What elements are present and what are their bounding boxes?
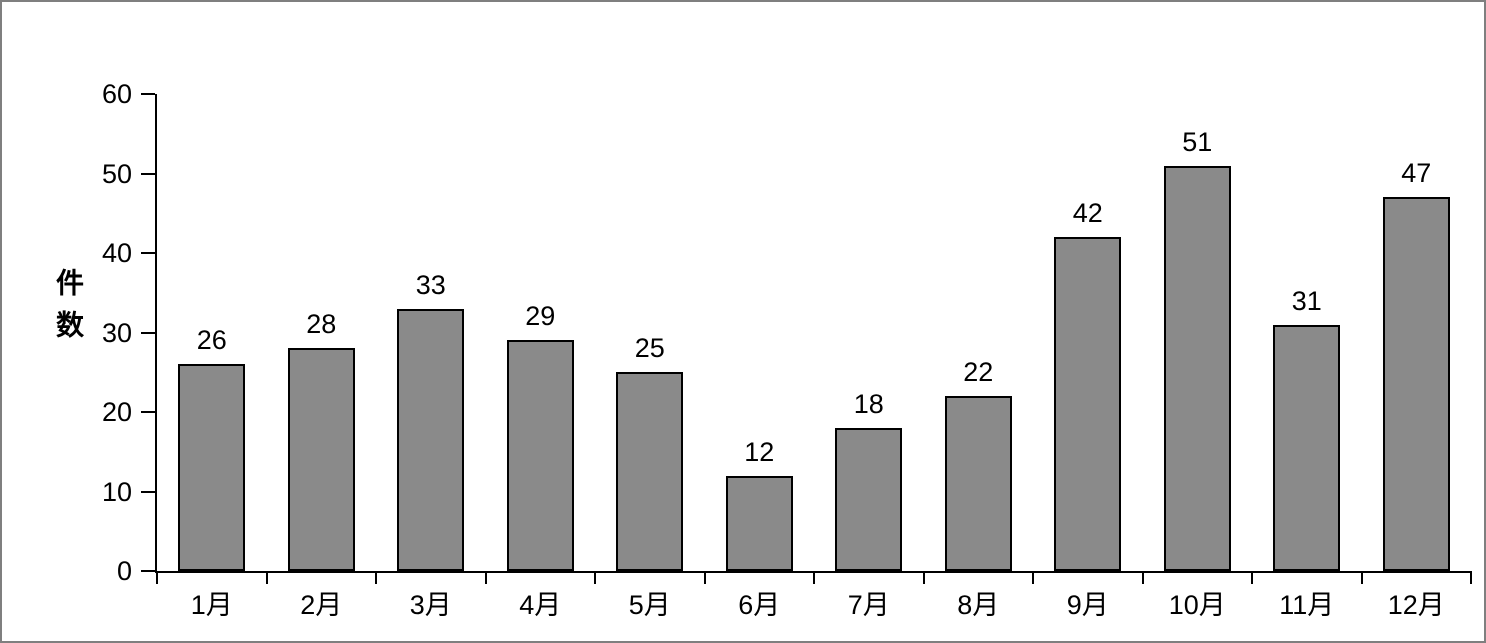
y-axis-tick: [141, 93, 155, 95]
x-tick-label: 11月: [1279, 590, 1335, 620]
bar: [616, 372, 684, 571]
x-axis-tick: [703, 571, 706, 584]
y-axis-line: [155, 94, 157, 573]
y-tick-label: 30: [101, 317, 132, 348]
bar-value-label: 31: [1291, 285, 1322, 316]
y-axis-tick: [141, 172, 155, 175]
bar-value-label: 25: [634, 333, 665, 364]
y-axis-tick: [141, 490, 155, 493]
bar-value-label: 29: [525, 301, 556, 332]
bar: [397, 308, 465, 571]
x-tick-label: 10月: [1168, 590, 1226, 620]
x-tick-label: 6月: [738, 590, 781, 620]
x-axis-tick: [1360, 571, 1363, 584]
y-axis-tick: [141, 252, 155, 254]
bar-value-label: 26: [196, 325, 227, 356]
bar-value-label: 51: [1182, 126, 1213, 157]
y-axis-tick: [141, 331, 155, 334]
bar-value-label: 42: [1072, 198, 1103, 229]
bar: [1273, 324, 1341, 571]
x-tick-label: 2月: [300, 590, 343, 620]
bar: [1054, 237, 1122, 571]
bar: [506, 340, 574, 571]
bar: [725, 475, 793, 571]
x-tick-label: 7月: [847, 590, 890, 620]
y-tick-label: 0: [116, 556, 132, 586]
x-axis-tick: [1251, 571, 1253, 584]
x-tick-label: 8月: [957, 590, 1000, 620]
bar: [1382, 197, 1450, 571]
x-axis-tick: [375, 571, 377, 584]
x-axis-tick: [156, 571, 158, 584]
bar-value-label: 22: [963, 357, 994, 388]
y-axis-tick: [141, 411, 155, 413]
y-axis-title: 件数: [53, 268, 84, 352]
bar-value-label: 18: [853, 388, 884, 419]
y-tick-label: 60: [101, 79, 132, 109]
y-tick-label: 10: [101, 476, 132, 507]
bar: [178, 364, 246, 571]
x-tick-label: 1月: [190, 590, 233, 620]
y-tick-label: 40: [101, 238, 132, 268]
x-tick-label: 5月: [628, 590, 671, 620]
x-tick-label: 12月: [1387, 590, 1445, 620]
bar: [1163, 165, 1231, 571]
bar-value-label: 28: [306, 309, 337, 340]
x-axis-tick: [922, 571, 925, 584]
x-axis-tick: [1141, 571, 1144, 584]
y-axis-tick: [141, 570, 155, 572]
bar: [835, 427, 903, 571]
x-axis-tick: [265, 571, 268, 584]
x-tick-label: 3月: [409, 590, 452, 620]
x-tick-label: 9月: [1066, 590, 1109, 620]
x-axis-tick: [484, 571, 487, 584]
bar-value-label: 12: [744, 436, 775, 467]
bar-value-label: 47: [1401, 158, 1432, 189]
x-axis-tick: [594, 571, 596, 584]
bar-value-label: 33: [415, 269, 446, 300]
x-axis-tick: [1032, 571, 1034, 584]
y-tick-label: 20: [101, 397, 132, 427]
bar: [944, 396, 1012, 571]
y-tick-label: 50: [101, 158, 132, 189]
x-tick-label: 4月: [519, 590, 562, 620]
bar: [287, 348, 355, 571]
x-axis-tick: [1470, 571, 1472, 584]
x-axis-tick: [813, 571, 815, 584]
